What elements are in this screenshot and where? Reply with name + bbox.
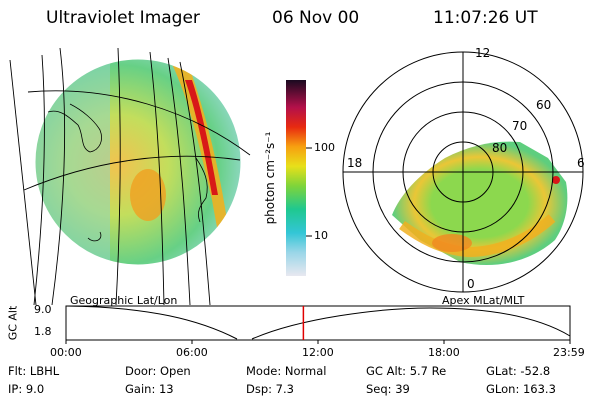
status-door: Door: Open	[125, 364, 191, 378]
mlt-label-0: 0	[467, 277, 475, 291]
observation-time: 11:07:26 UT	[433, 8, 538, 28]
lat-label-80: 80	[492, 141, 508, 155]
altitude-xtick-0600: 06:00	[176, 346, 208, 359]
geographic-panel-label: Geographic Lat/Lon	[70, 294, 178, 307]
mlt-label-6: 6	[577, 156, 585, 170]
mlt-label-18: 18	[347, 156, 363, 170]
lat-label-60: 60	[536, 98, 552, 112]
status-flt: Flt: LBHL	[8, 364, 60, 378]
altitude-curve	[65, 305, 571, 340]
altitude-ytick-high: 9.0	[34, 303, 52, 316]
status-glat: GLat: -52.8	[486, 364, 551, 378]
status-gain: Gain: 13	[125, 382, 174, 396]
status-ip: IP: 9.0	[8, 382, 45, 396]
altitude-x-ticks	[65, 340, 571, 344]
altitude-xtick-0000: 00:00	[50, 346, 82, 359]
altitude-xtick-1800: 18:00	[428, 346, 460, 359]
coastline	[47, 103, 208, 242]
status-seq: Seq: 39	[366, 382, 410, 396]
colorbar-tick-10: 10	[314, 229, 328, 242]
observation-date: 06 Nov 00	[272, 8, 360, 28]
status-mode: Mode: Normal	[246, 364, 327, 378]
instrument-title: Ultraviolet Imager	[46, 8, 200, 28]
status-glon: GLon: 163.3	[486, 382, 556, 396]
apex-panel-label: Apex MLat/MLT	[442, 294, 525, 307]
geographic-grid	[9, 47, 251, 306]
status-gc-alt: GC Alt: 5.7 Re	[366, 364, 447, 378]
altitude-ylabel: GC Alt	[6, 305, 20, 341]
mlt-label-12: 12	[475, 46, 491, 60]
status-dsp: Dsp: 7.3	[246, 382, 294, 396]
polar-grid	[342, 51, 584, 293]
geographic-image	[35, 59, 241, 265]
colorbar-unit-label: photon cm⁻²s⁻¹	[263, 131, 277, 225]
colorbar	[286, 80, 306, 276]
altitude-ytick-low: 1.8	[34, 325, 52, 338]
altitude-xtick-1200: 12:00	[302, 346, 334, 359]
altitude-xtick-2359: 23:59	[553, 346, 585, 359]
polar-image	[392, 141, 568, 266]
lat-label-70: 70	[512, 119, 528, 133]
colorbar-tick-100: 100	[314, 141, 335, 154]
